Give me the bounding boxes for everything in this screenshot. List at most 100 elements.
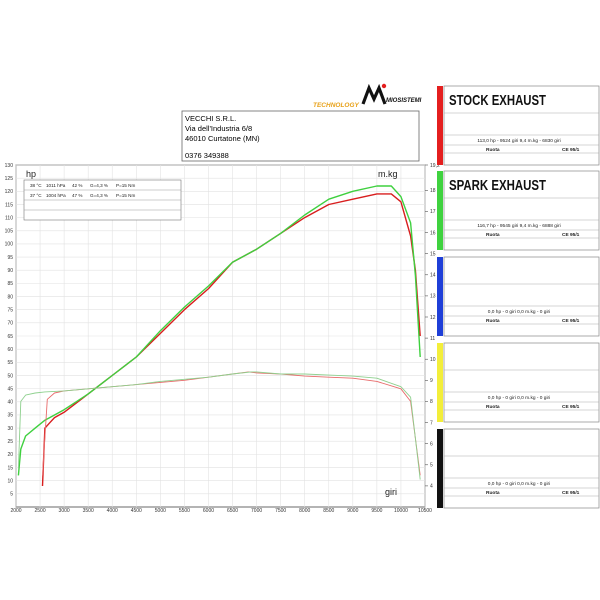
legend-panel-5: 0,0 hp - 0 giri 0,0 m.kg - 0 giri Ruota CE… — [437, 428, 600, 509]
legend-panel-1: STOCK EXHAUST 113,0 hp - 9524 giri 9,4 m.… — [437, 85, 600, 166]
run-info-g: G=4,3 % — [90, 193, 108, 198]
y-tick-label: 110 — [5, 215, 13, 221]
panel-left-label: Ruota — [486, 147, 500, 153]
company-address-2: 46010 Curtatone (MN) — [185, 134, 260, 143]
panel-left-label: Ruota — [486, 318, 500, 324]
company-phone: 0376 349388 — [185, 151, 229, 160]
x-tick-label: 7000 — [251, 508, 262, 514]
legend-panel-4: 0,0 hp - 0 giri 0,0 m.kg - 0 giri Ruota CE… — [437, 342, 600, 423]
company-address-1: Via dell'Industria 6/8 — [185, 124, 252, 133]
panel-left-label: Ruota — [486, 232, 500, 238]
x-axis-ticks: 2000 2500 3000 3500 4000 4500 5000 5500 6000 6500… — [10, 508, 432, 514]
brand-logo: TECHNOLOGY MIOSISTEMI — [313, 83, 422, 109]
panel-color-bar — [437, 257, 443, 336]
panel-frame — [443, 428, 600, 509]
panel-left-label: Ruota — [486, 404, 500, 410]
run-info-temp: 38 °C — [30, 183, 42, 188]
x-tick-label: 8500 — [323, 508, 334, 514]
logo-dot — [381, 83, 387, 89]
y-tick-label: 65 — [7, 334, 13, 340]
y2-axis-label: m.kg — [378, 169, 398, 179]
run-info-p: P=15 Nm — [116, 183, 135, 188]
x-axis-label: giri — [385, 487, 397, 497]
x-tick-label: 8000 — [299, 508, 310, 514]
panel-frame — [443, 342, 600, 423]
y-tick-label: 80 — [7, 294, 13, 300]
panel-right-label: CE 95/1 — [562, 232, 580, 238]
x-tick-label: 3000 — [59, 508, 70, 514]
y-tick-label: 40 — [7, 400, 13, 406]
panel-summary: 0,0 hp - 0 giri 0,0 m.kg - 0 giri — [488, 481, 550, 487]
run-info-humidity: 42 % — [72, 183, 82, 188]
panel-summary: 116,7 hp - 9545 giri 9,4 m.kg - 6888 gir… — [477, 223, 560, 229]
panel-right-label: CE 95/1 — [562, 318, 580, 324]
logo-technology: TECHNOLOGY — [313, 102, 360, 109]
y2-tick-label: 6 — [430, 441, 433, 447]
run-info-pressure: 1011 hPa — [46, 183, 66, 188]
x-tick-label: 7500 — [275, 508, 286, 514]
y2-tick-label: 10 — [430, 357, 436, 363]
panel-summary: 0,0 hp - 0 giri 0,0 m.kg - 0 giri — [488, 309, 550, 315]
legend-panel-2: SPARK EXHAUST 116,7 hp - 9545 giri 9,4 m.… — [437, 170, 600, 251]
y2-tick-label: 12 — [430, 315, 436, 321]
y-tick-label: 75 — [7, 307, 13, 313]
y2-tick-label: 17 — [430, 209, 436, 215]
y-tick-label: 45 — [7, 386, 13, 392]
legend-panels: STOCK EXHAUST 113,0 hp - 9524 giri 9,4 m.… — [437, 85, 600, 509]
run-info-temp: 37 °C — [30, 193, 42, 198]
y2-tick-label: 16 — [430, 230, 436, 236]
y2-tick-label: 4 — [430, 484, 433, 490]
y2-tick-label: 11 — [430, 336, 435, 342]
logo-m-mark — [361, 83, 387, 105]
panel-title: STOCK EXHAUST — [449, 92, 546, 109]
y-tick-label: 35 — [7, 413, 13, 419]
panel-frame — [443, 256, 600, 337]
run-info-humidity: 47 % — [72, 193, 82, 198]
panel-frame — [443, 170, 600, 251]
y2-tick-label: 7 — [430, 420, 433, 426]
y-axis-label: hp — [26, 169, 36, 179]
power-line-2 — [17, 185, 421, 476]
y-tick-label: 95 — [7, 255, 13, 261]
y2-tick-label: 13 — [430, 294, 436, 300]
x-tick-label: 2000 — [10, 508, 21, 514]
y-tick-label: 15 — [7, 465, 13, 471]
x-tick-label: 6000 — [203, 508, 214, 514]
y-tick-label: 130 — [5, 163, 14, 169]
y-tick-label: 120 — [5, 189, 14, 195]
x-tick-label: 4500 — [131, 508, 142, 514]
y-tick-label: 60 — [7, 347, 13, 353]
panel-color-bar — [437, 343, 443, 422]
company-name: VECCHI S.R.L. — [185, 114, 236, 123]
y2-axis-ticks: 4 5 6 7 8 9 10 11 12 13 14 15 16 17 18 19,2 — [425, 163, 440, 490]
y-tick-label: 100 — [5, 242, 14, 248]
run-info-g: G=4,3 % — [90, 183, 108, 188]
y-tick-label: 5 — [10, 492, 13, 498]
panel-right-label: CE 95/1 — [562, 490, 580, 496]
chart-grid — [15, 164, 426, 507]
legend-panel-3: 0,0 hp - 0 giri 0,0 m.kg - 0 giri Ruota CE… — [437, 256, 600, 337]
y-tick-label: 105 — [5, 229, 14, 235]
x-tick-label: 5500 — [179, 508, 190, 514]
y2-tick-label: 18 — [430, 188, 436, 194]
y-tick-label: 10 — [7, 478, 13, 484]
x-tick-label: 9000 — [347, 508, 358, 514]
y2-tick-label: 14 — [430, 273, 436, 279]
torque-line-4 — [17, 371, 421, 480]
logo-brand: MIOSISTEMI — [386, 98, 422, 104]
x-tick-label: 6500 — [227, 508, 238, 514]
company-box: VECCHI S.R.L. Via dell'Industria 6/8 460… — [181, 110, 420, 162]
x-tick-label: 10000 — [394, 508, 408, 514]
panel-color-bar — [437, 86, 443, 165]
y-tick-label: 30 — [7, 426, 13, 432]
y-tick-label: 50 — [7, 373, 13, 379]
run-info-box: 38 °C 1011 hPa 42 % G=4,3 % P=15 Nm 37 °C 1004… — [23, 179, 182, 221]
y-tick-label: 20 — [7, 452, 13, 458]
y-tick-label: 90 — [7, 268, 13, 274]
y2-tick-label: 8 — [430, 399, 433, 405]
run-info-p: P=15 Nm — [116, 193, 135, 198]
run-info-pressure: 1004 hPa — [46, 193, 66, 198]
y-tick-label: 55 — [7, 360, 13, 366]
x-tick-label: 4000 — [107, 508, 118, 514]
y-tick-label: 85 — [7, 281, 13, 287]
